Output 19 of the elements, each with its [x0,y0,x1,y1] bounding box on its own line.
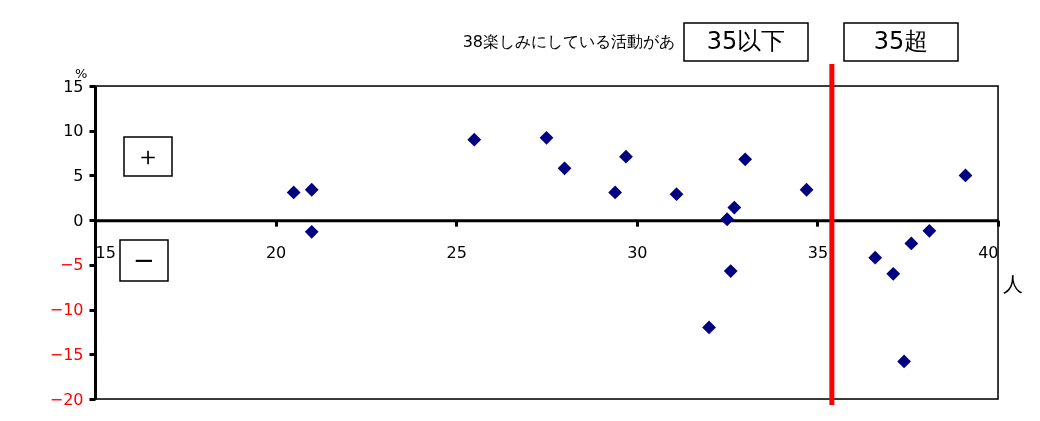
y-tick-label: −20 [49,389,84,409]
y-tick-label: −15 [49,344,84,364]
text: 35超 [873,27,929,55]
y-tick-label: −5 [59,255,84,275]
annotation: − [133,244,155,275]
y-tick-label: 10 [63,121,84,141]
y-tick-label: −10 [49,300,84,320]
y-axis-title: % [75,66,88,81]
annotation: ＋ [135,140,161,171]
x-tick-label: 15 [95,242,116,262]
chart-title: 38楽しみにしている活動があ [462,32,675,51]
x-tick-label: 35 [807,242,829,262]
x-tick-label: 30 [627,242,648,262]
text: 35以下 [706,27,786,55]
y-tick-label: 5 [73,165,84,185]
x-tick-label: 25 [446,242,467,262]
x-axis-title: 人 [1003,271,1023,296]
y-tick-label: 0 [73,210,84,230]
x-tick-label: 20 [265,242,287,262]
